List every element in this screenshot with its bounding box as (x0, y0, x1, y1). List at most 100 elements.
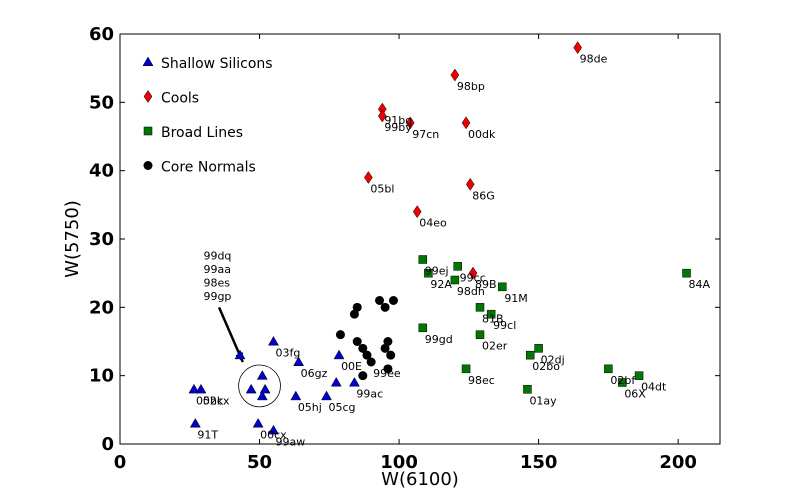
data-point (290, 390, 302, 401)
data-point-label: 99cl (493, 319, 516, 332)
data-point-label: 99ac (356, 388, 383, 401)
data-point-label: 02er (482, 340, 508, 353)
data-point (523, 385, 532, 394)
data-point (461, 116, 471, 130)
data-point-label: 84A (689, 278, 711, 291)
data-point (234, 349, 246, 360)
y-tick-label: 60 (89, 24, 114, 45)
data-point-label: 99ee (373, 367, 401, 380)
data-point (573, 41, 582, 55)
data-point (418, 323, 428, 333)
data-point (682, 268, 691, 278)
legend-label: Cools (161, 91, 199, 107)
y-axis-title: W(5750) (62, 200, 83, 278)
data-point-label: 05hk (196, 394, 224, 407)
data-point-label: 99cc (460, 271, 486, 284)
data-point (453, 262, 462, 271)
legend-label: Broad Lines (161, 125, 243, 141)
highlight-circle (238, 364, 281, 408)
legend-marker (143, 161, 153, 170)
data-point (330, 376, 342, 387)
x-tick-label: 100 (380, 452, 418, 473)
data-point (383, 337, 393, 346)
data-point-label: 89B (475, 278, 497, 291)
data-point (245, 383, 257, 394)
data-point-label: 99aw (275, 435, 305, 448)
data-point (256, 370, 268, 380)
data-point (366, 357, 376, 367)
data-point (634, 371, 644, 380)
data-point (450, 68, 460, 82)
legend: Shallow Silicons Cools Broad Lines Core Nor… (142, 56, 273, 176)
data-point-label: 99by (384, 121, 412, 134)
legend-label: Shallow Silicons (161, 56, 273, 72)
axis-ticks (119, 33, 720, 445)
data-point-label: 05hj (298, 401, 322, 414)
data-point-label: 98ec (468, 374, 495, 387)
data-point (461, 364, 471, 374)
annotation-label: 98es (203, 277, 230, 290)
data-point (189, 417, 201, 428)
data-point (358, 343, 368, 353)
x-tick-label: 50 (247, 452, 272, 473)
data-point-label: 91bg (384, 114, 412, 127)
y-tick-label: 20 (89, 297, 114, 318)
data-point-label: 03fg (275, 347, 300, 360)
x-tick-label: 0 (114, 452, 127, 473)
data-point-label: 97cn (412, 128, 439, 141)
data-point (352, 337, 362, 346)
data-point-label: 91M (504, 292, 527, 305)
data-point (465, 177, 475, 191)
data-point (450, 275, 460, 285)
data-point (268, 335, 279, 346)
data-point (486, 309, 496, 319)
legend-marker (142, 56, 154, 66)
data-point (418, 255, 428, 264)
data-point (388, 296, 398, 305)
data-point (321, 390, 332, 401)
data-point (475, 330, 485, 339)
data-point (498, 282, 507, 292)
data-point-label: 05bl (370, 183, 394, 196)
data-point-label: 04eo (419, 217, 447, 230)
data-point-label: 02cx (203, 394, 230, 407)
data-point-label: 99gd (425, 333, 453, 346)
data-point (348, 376, 360, 387)
y-tick-label: 0 (101, 434, 114, 455)
data-point (475, 303, 485, 312)
data-point (259, 383, 271, 394)
data-point-label: 92A (430, 278, 452, 291)
data-point-label: 81B (482, 312, 504, 325)
data-point-label: 06gz (301, 367, 328, 380)
data-point (333, 349, 345, 360)
data-point (380, 343, 390, 353)
data-point (335, 330, 345, 340)
y-tick-label: 10 (89, 366, 114, 387)
annotation-label: 99gp (203, 290, 231, 303)
legend-label: Core Normals (161, 160, 256, 176)
y-tick-label: 50 (89, 92, 114, 113)
data-point (534, 344, 543, 353)
data-point-label: 04dt (641, 381, 667, 394)
data-point (618, 378, 627, 387)
data-point (364, 171, 373, 184)
data-point (468, 266, 478, 280)
data-point-label: 00dk (468, 128, 496, 141)
data-point-label: 00cx (260, 429, 287, 442)
data-point-label: 00E (341, 360, 362, 373)
data-point (268, 424, 279, 435)
data-point (195, 383, 207, 394)
data-point (424, 268, 433, 278)
data-point-label: 98de (580, 53, 608, 66)
data-point (412, 205, 422, 219)
data-point-label: 98bp (457, 80, 485, 93)
data-point (375, 296, 385, 305)
data-point (352, 302, 362, 312)
x-tick-label: 200 (659, 452, 697, 473)
data-point (525, 350, 535, 360)
data-point-label: 98dh (457, 285, 485, 298)
data-point (362, 350, 372, 360)
